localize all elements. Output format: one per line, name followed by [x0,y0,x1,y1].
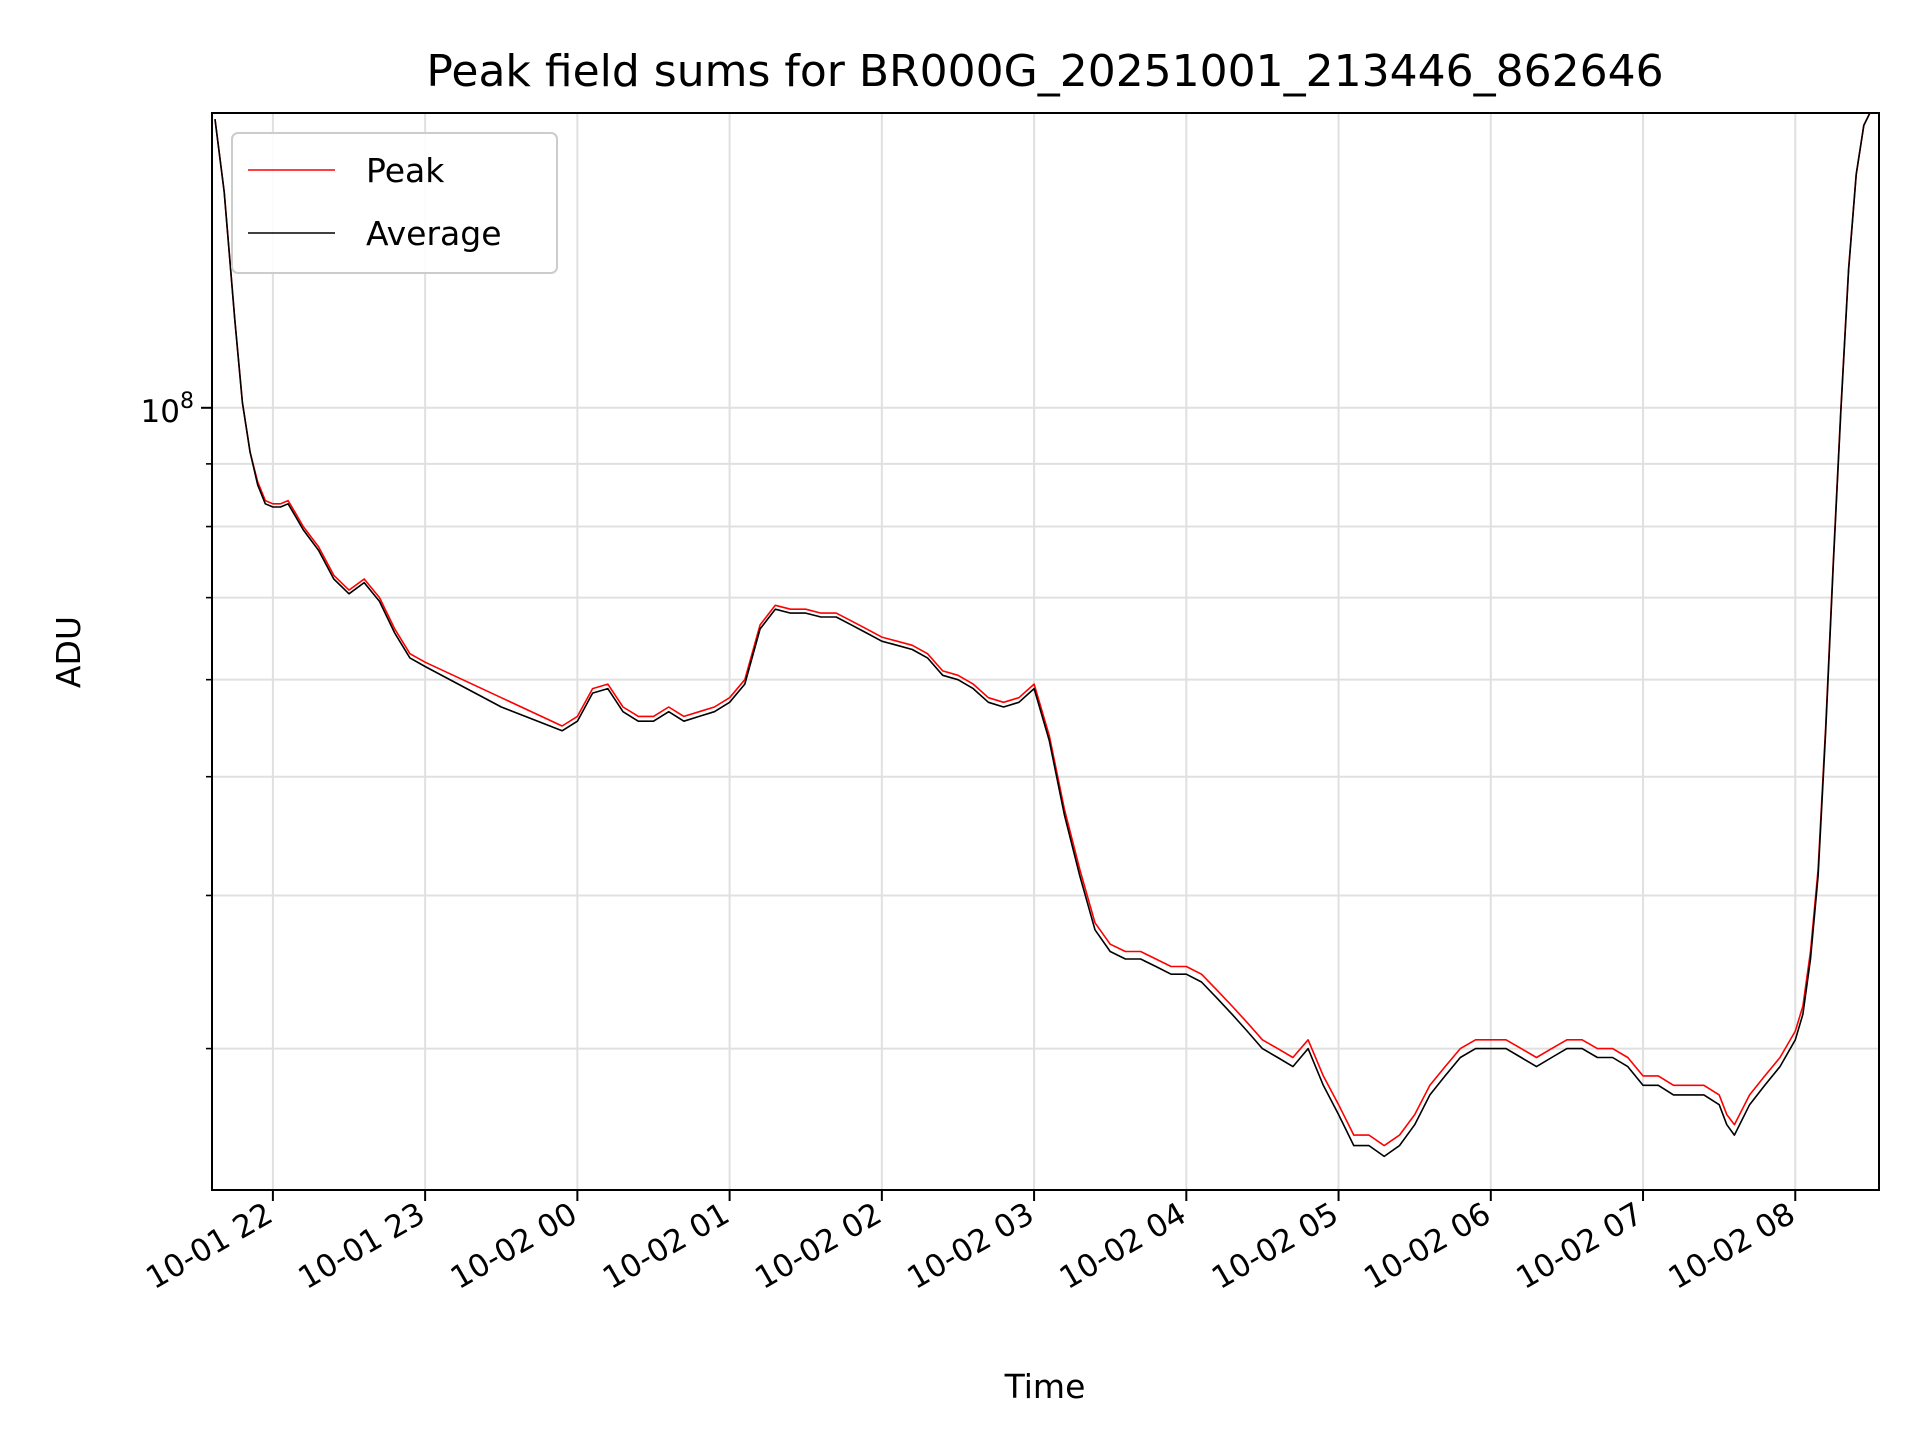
series-lines [214,113,1871,1158]
series-line-peak [214,113,1871,1147]
legend: Peak Average [231,132,558,274]
series-line-average [214,113,1871,1158]
legend-peak-label: Peak [366,151,445,190]
chart-title: Peak field sums for BR000G_20251001_2134… [426,46,1663,97]
y-axis-ticks: 108 [141,389,212,1050]
legend-box [231,132,558,274]
y-axis-label: ADU [49,616,88,688]
x-axis-label: Time [1004,1367,1086,1406]
plot-frame [211,112,1880,1191]
grid [212,113,1879,1190]
legend-average-label: Average [366,214,502,253]
